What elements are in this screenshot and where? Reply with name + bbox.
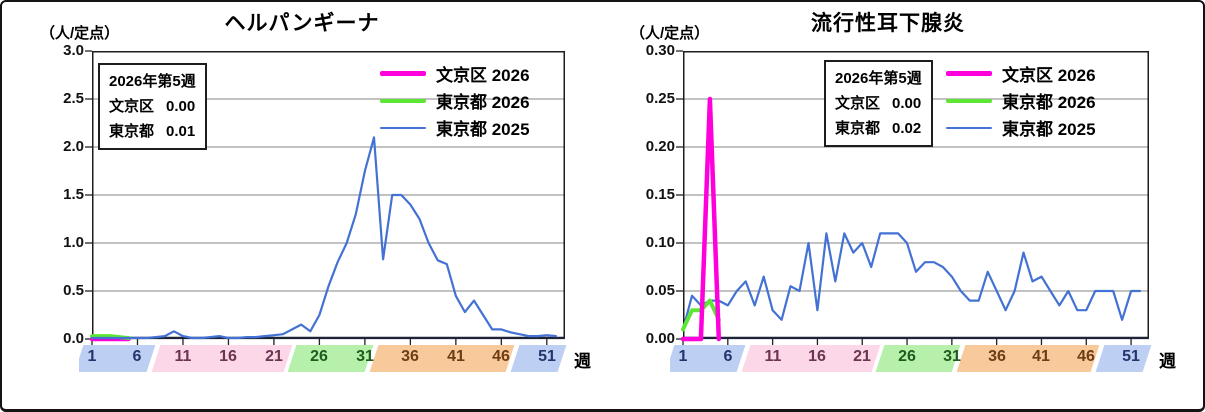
y-axis-tick-label: 0.30 [645,42,675,59]
series-line-0 [680,96,722,342]
legend-row: 文京区 2026 [380,60,530,87]
week-tick-label: 16 [219,348,237,365]
info-row: 文京区 0.00 [109,94,196,119]
series-line-2 [90,136,557,340]
info-row: 文京区 0.00 [835,91,922,116]
info-row: 東京都 0.02 [835,116,922,141]
week-tick-label: 51 [538,348,556,365]
y-axis-tick-label: 1.5 [63,186,84,203]
week-tick-label: 21 [265,348,283,365]
info-row-value: 0.00 [892,95,922,112]
legend-row: 東京都 2026 [946,87,1096,114]
y-axis-tick-label: 0.05 [645,282,675,299]
info-row-name: 文京区 [109,98,155,115]
week-tick-label: 41 [447,348,465,365]
week-tick-label: 31 [943,348,961,365]
week-axis-label: 週 [1159,352,1176,371]
legend-row: 文京区 2026 [946,60,1096,87]
legend-line-swatch [946,71,992,76]
legend-label: 文京区 2026 [1002,66,1096,85]
week-axis-label: 週 [574,352,591,371]
week-tick-label: 11 [764,348,782,365]
week-tick-label: 41 [1032,348,1050,365]
chart-title: ヘルパンギーナ [224,12,380,35]
legend-row: 東京都 2025 [946,114,1096,141]
y-axis-tick-label: 1.0 [63,234,84,251]
info-box-week: 2026年第5週 [109,73,196,90]
info-row-value: 0.02 [892,120,922,137]
week-tick-label: 26 [310,348,328,365]
y-axis-tick-label: 0.00 [645,330,675,347]
y-axis-tick-label: 2.5 [63,90,84,107]
week-tick-label: 16 [808,348,826,365]
season-band-row: 1 6 11 16 21 26 31 36 41 46 51 [670,345,1170,372]
y-axis-tick-label: 2.0 [63,138,84,155]
y-axis-unit-label: （人/定点） [630,25,710,42]
week-tick-label: 46 [1077,348,1095,365]
week-tick-label: 26 [898,348,916,365]
info-box: 2026年第5週 文京区 0.00 東京都 0.02 [824,60,933,147]
legend: 文京区 2026 東京都 2026 東京都 2025 [380,60,530,141]
y-axis-tick-label: 0.10 [645,234,675,251]
week-tick-label: 31 [356,348,374,365]
week-tick-label: 36 [401,348,419,365]
week-tick-label: 51 [1122,348,1140,365]
legend-label: 東京都 2026 [436,93,530,112]
season-band-row: 1 6 11 16 21 26 31 36 41 46 51 [79,345,586,372]
y-axis-tick-label: 3.0 [63,42,84,59]
plot-area [676,50,1149,345]
y-axis-tick-label: 0.5 [63,282,84,299]
week-tick-label: 21 [853,348,871,365]
legend-line-swatch [380,126,426,129]
week-tick-label: 1 [678,348,688,365]
y-axis-tick-label: 0.15 [645,186,675,203]
legend-label: 東京都 2025 [1002,120,1096,139]
info-row-name: 東京都 [835,120,881,137]
info-row-name: 文京区 [835,95,881,112]
info-box: 2026年第5週 文京区 0.00 東京都 0.01 [98,63,207,150]
legend-line-swatch [946,98,992,103]
week-tick-label: 1 [87,348,97,365]
chart-title: 流行性耳下腺炎 [811,12,965,35]
info-row: 東京都 0.01 [109,119,196,144]
info-box-week: 2026年第5週 [835,70,922,87]
legend-line-swatch [380,71,426,76]
week-tick-label: 11 [174,348,192,365]
y-axis-tick-label: 0.25 [645,90,675,107]
legend-line-swatch [946,126,992,129]
legend-row: 東京都 2025 [380,114,530,141]
week-tick-label: 36 [988,348,1006,365]
info-row-value: 0.01 [166,123,196,140]
y-axis-tick-label: 0.0 [63,330,84,347]
legend-line-swatch [380,98,426,103]
legend-row: 東京都 2026 [380,87,530,114]
info-row-name: 東京都 [109,123,155,140]
legend: 文京区 2026 東京都 2026 東京都 2025 [946,60,1096,141]
y-axis-tick-label: 0.20 [645,138,675,155]
legend-label: 文京区 2026 [436,66,530,85]
legend-label: 東京都 2025 [436,120,530,139]
y-axis-unit-label: （人/定点） [40,25,120,42]
week-tick-label: 6 [723,348,733,365]
legend-label: 東京都 2026 [1002,93,1096,112]
info-row-value: 0.00 [166,98,196,115]
week-tick-label: 46 [492,348,510,365]
week-tick-label: 6 [132,348,142,365]
series-line-2 [681,232,1142,331]
